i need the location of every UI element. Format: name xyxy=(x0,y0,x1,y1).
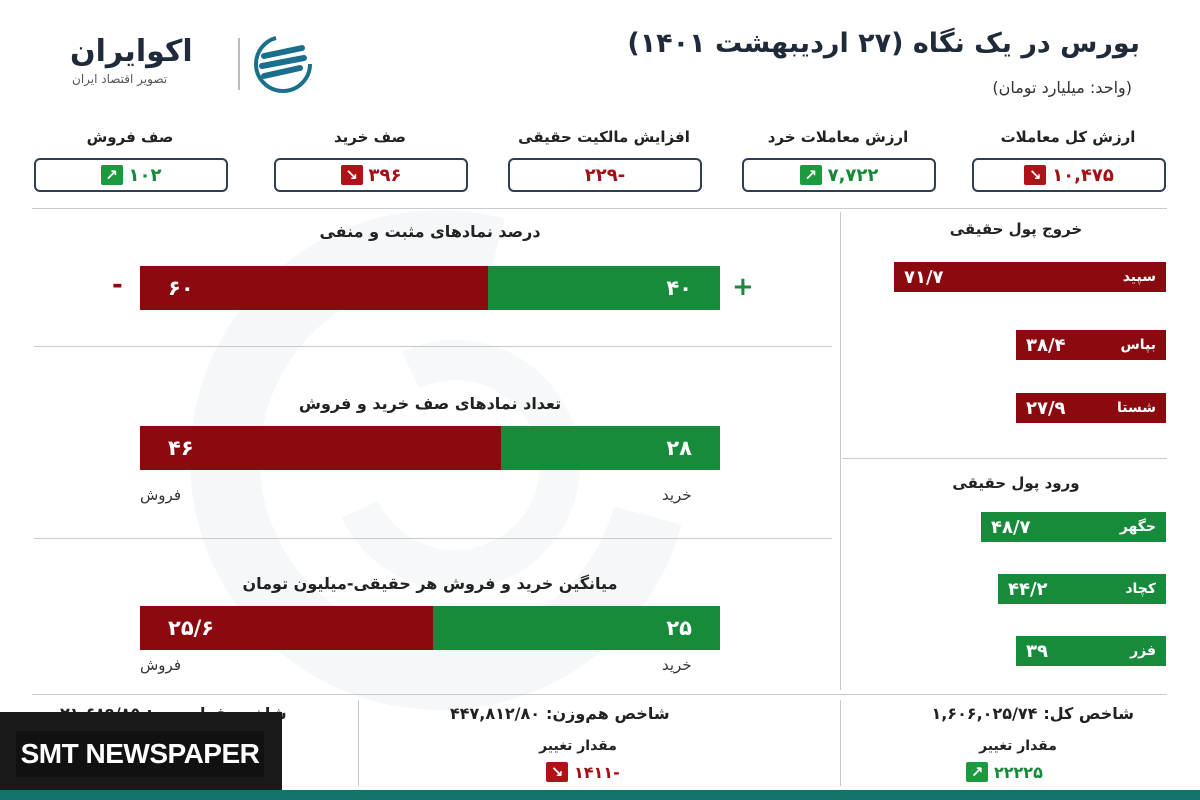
negative-value: ۶۰ xyxy=(168,276,194,300)
money-in-item: کچاد ۴۴/۲ xyxy=(998,574,1166,604)
divider xyxy=(32,694,1167,695)
stat-value: ۱۰,۴۷۵ xyxy=(1052,164,1114,186)
negative-bar: ۶۰ xyxy=(140,266,488,310)
equal-index-label: شاخص هم‌وزن: xyxy=(546,704,670,723)
money-in-title: ورود پول حقیقی xyxy=(952,474,1080,492)
stat-value: ۷,۷۲۲ xyxy=(827,164,879,186)
symbol-name: بپاس xyxy=(1120,337,1156,353)
sell-queue-value: ۴۶ xyxy=(168,436,194,460)
avg-buy-value: ۲۵ xyxy=(666,616,692,640)
symbol-value: ۲۷/۹ xyxy=(1026,397,1066,419)
stat-label-buy-queue: صف خرید xyxy=(333,128,407,146)
ecoiran-logo-icon xyxy=(254,35,312,93)
total-change-value: ۲۲۲۲۵ xyxy=(994,762,1043,782)
buy-queue-value: ۲۸ xyxy=(666,436,692,460)
logo-subtitle: تصویر اقتصاد ایران xyxy=(72,72,168,86)
divider xyxy=(34,346,832,347)
trend-down-icon: ↘ xyxy=(340,165,363,185)
stat-box-total-value: ۱۰,۴۷۵ ↘ xyxy=(972,158,1166,192)
symbol-name: فزر xyxy=(1130,643,1156,659)
sell-queue-bar: ۴۶ xyxy=(140,426,501,470)
page-title: بورس در یک نگاه (۲۷ اردیبهشت ۱۴۰۱) xyxy=(627,28,1140,59)
total-change: ۲۲۲۲۵ ↗ xyxy=(966,762,1043,782)
stat-box-sell-queue: ۱۰۲ ↗ xyxy=(34,158,228,192)
divider-vertical xyxy=(840,700,841,786)
equal-index-value: ۴۴۷,۸۱۲/۸۰ xyxy=(450,704,541,723)
symbol-name: سپید xyxy=(1122,269,1156,285)
trend-down-icon: ↘ xyxy=(546,762,568,782)
stat-box-buy-queue: ۳۹۶ ↘ xyxy=(274,158,468,192)
logo-divider xyxy=(238,38,240,90)
total-change-label: مقدار تغییر xyxy=(979,738,1057,754)
symbol-value: ۳۹ xyxy=(1026,640,1048,662)
plus-sign: + xyxy=(732,272,754,302)
stat-label-retail-value: ارزش معاملات خرد xyxy=(767,128,909,146)
money-out-item: بپاس ۳۸/۴ xyxy=(1016,330,1166,360)
symbol-value: ۴۸/۷ xyxy=(991,516,1031,538)
logo-name: اکوایران xyxy=(70,34,193,69)
divider-vertical xyxy=(840,212,841,690)
avg-buy-bar: ۲۵ xyxy=(433,606,720,650)
unit-label: (واحد: میلیارد تومان) xyxy=(992,78,1132,97)
stat-value: -۲۲۹ xyxy=(584,164,626,186)
avg-sell-value: ۲۵/۶ xyxy=(168,616,215,640)
positive-bar: ۴۰ xyxy=(488,266,720,310)
avg-sell-bar: ۲۵/۶ xyxy=(140,606,433,650)
buy-queue-bar: ۲۸ xyxy=(501,426,720,470)
stat-label-sell-queue: صف فروش xyxy=(86,128,174,146)
symbol-name: حگهر xyxy=(1119,519,1156,535)
section-title-queues: تعداد نمادهای صف خرید و فروش xyxy=(298,394,562,413)
minus-sign: - xyxy=(112,270,123,300)
symbol-value: ۷۱/۷ xyxy=(904,266,944,288)
sell-label: فروش xyxy=(140,656,182,674)
money-out-item: سپید ۷۱/۷ xyxy=(894,262,1166,292)
smt-newspaper-logo: SMT NEWSPAPER xyxy=(16,731,264,777)
buy-label: خرید xyxy=(662,656,692,674)
equal-change-value: -۱۴۱۱ xyxy=(574,762,620,782)
money-out-item: شستا ۲۷/۹ xyxy=(1016,393,1166,423)
trend-down-icon: ↘ xyxy=(1024,165,1047,185)
stat-value: ۱۰۲ xyxy=(128,164,162,186)
divider xyxy=(32,208,1167,209)
money-in-item: فزر ۳۹ xyxy=(1016,636,1166,666)
stat-label-total-value: ارزش کل معاملات xyxy=(1000,128,1136,146)
bottom-accent-strip xyxy=(0,790,1200,800)
total-index: شاخص کل: ۱,۶۰۶,۰۲۵/۷۴ xyxy=(931,704,1134,723)
divider-vertical xyxy=(358,700,359,786)
total-index-value: ۱,۶۰۶,۰۲۵/۷۴ xyxy=(931,704,1038,723)
stat-value: ۳۹۶ xyxy=(368,164,402,186)
symbol-name: کچاد xyxy=(1125,581,1156,597)
trend-up-icon: ↗ xyxy=(966,762,988,782)
equal-change-label: مقدار تغییر xyxy=(539,738,617,754)
section-title-pos-neg: درصد نمادهای مثبت و منفی xyxy=(319,222,541,241)
stat-label-real-ownership: افزایش مالکیت حقیقی xyxy=(518,128,690,146)
section-title-average: میانگین خرید و فروش هر حقیقی-میلیون توما… xyxy=(242,574,618,593)
money-in-item: حگهر ۴۸/۷ xyxy=(981,512,1166,542)
trend-up-icon: ↗ xyxy=(100,165,123,185)
sell-label: فروش xyxy=(140,486,182,504)
symbol-name: شستا xyxy=(1117,400,1156,416)
divider xyxy=(34,538,832,539)
buy-label: خرید xyxy=(662,486,692,504)
total-index-label: شاخص کل: xyxy=(1043,704,1134,723)
trend-up-icon: ↗ xyxy=(799,165,822,185)
stat-box-real-ownership: -۲۲۹ xyxy=(508,158,702,192)
divider xyxy=(842,458,1167,459)
symbol-value: ۳۸/۴ xyxy=(1026,334,1066,356)
money-out-title: خروج پول حقیقی xyxy=(949,220,1083,238)
stat-box-retail-value: ۷,۷۲۲ ↗ xyxy=(742,158,936,192)
symbol-value: ۴۴/۲ xyxy=(1008,578,1048,600)
equal-change: -۱۴۱۱ ↘ xyxy=(546,762,620,782)
positive-value: ۴۰ xyxy=(666,276,692,300)
equal-index: شاخص هم‌وزن: ۴۴۷,۸۱۲/۸۰ xyxy=(450,704,670,723)
